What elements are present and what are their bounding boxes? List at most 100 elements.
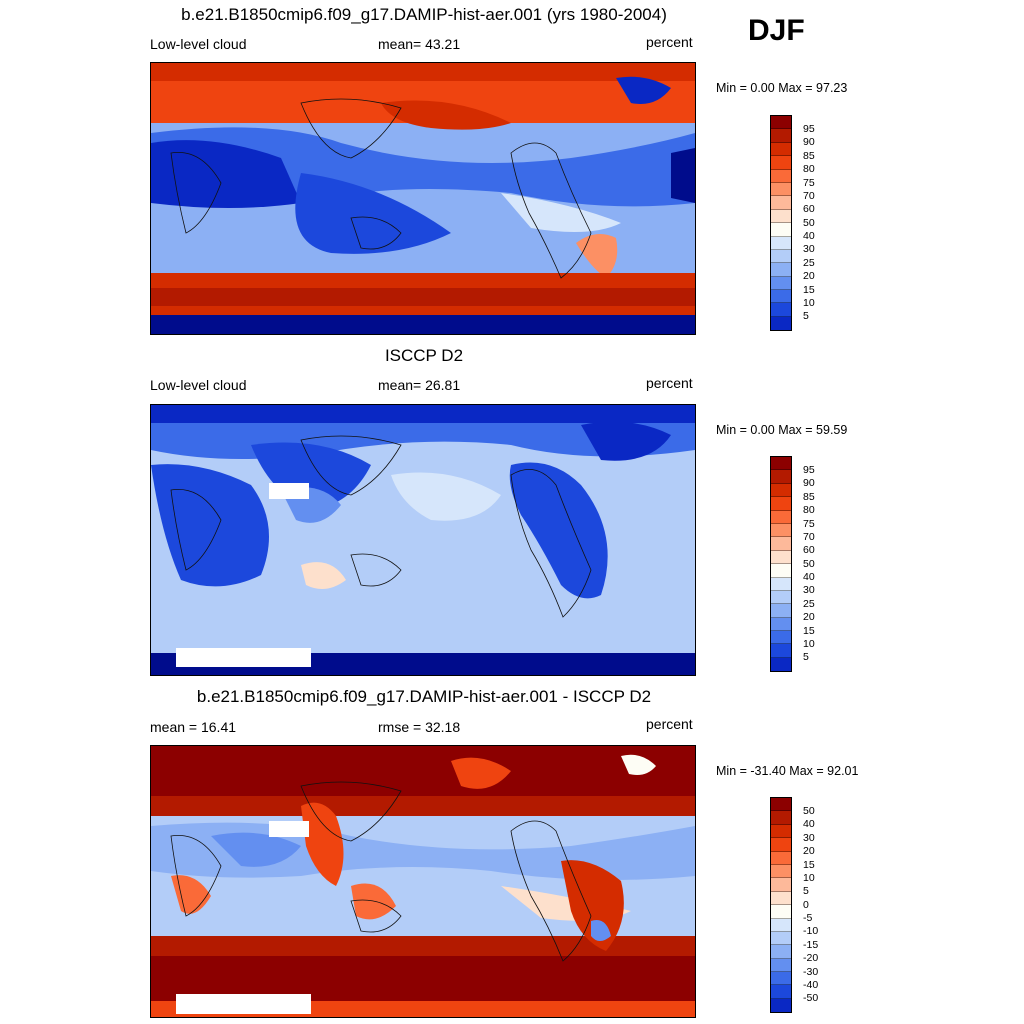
colorbar-swatch (771, 142, 791, 157)
colorbar-label: 5 (803, 885, 809, 897)
colorbar-swatch (771, 931, 791, 946)
colorbar-swatch (771, 798, 791, 812)
colorbar-swatch (771, 811, 791, 825)
min-max-label: Min = -31.40 Max = 92.01 (716, 764, 859, 778)
colorbar-swatch (771, 972, 791, 986)
colorbar-swatch (771, 617, 791, 632)
colorbar-swatch (771, 864, 791, 879)
colorbar-swatch (771, 657, 791, 672)
colorbar-swatch (771, 604, 791, 618)
colorbar-swatch (771, 564, 791, 578)
colorbar-label: -15 (803, 939, 819, 951)
colorbar-label: 20 (803, 270, 815, 282)
colorbar-label: 50 (803, 558, 815, 570)
colorbar-label: 20 (803, 611, 815, 623)
colorbar-label: 75 (803, 177, 815, 189)
min-max-label: Min = 0.00 Max = 59.59 (716, 423, 848, 437)
units-label: percent (646, 34, 693, 50)
colorbar-swatch (771, 985, 791, 999)
colorbar-label: 10 (803, 297, 815, 309)
colorbar-swatch (771, 824, 791, 839)
colorbar-label: -5 (803, 912, 813, 924)
colorbar-label: -10 (803, 925, 819, 937)
colorbar-swatch (771, 182, 791, 197)
variable-label: Low-level cloud (150, 377, 247, 393)
season-label: DJF (748, 14, 805, 47)
colorbar (770, 115, 792, 332)
colorbar-swatch (771, 470, 791, 484)
colorbar-swatch (771, 523, 791, 538)
colorbar-swatch (771, 483, 791, 498)
min-max-label: Min = 0.00 Max = 97.23 (716, 81, 848, 95)
colorbar-label: 15 (803, 284, 815, 296)
colorbar-label: 50 (803, 805, 815, 817)
colorbar-swatch (771, 457, 791, 471)
colorbar-label: 90 (803, 136, 815, 148)
colorbar-label: 25 (803, 598, 815, 610)
colorbar-swatch (771, 169, 791, 183)
colorbar-swatch (771, 958, 791, 973)
colorbar-swatch (771, 851, 791, 865)
colorbar-swatch (771, 223, 791, 237)
panel-title: b.e21.B1850cmip6.f09_g17.DAMIP-hist-aer.… (181, 5, 667, 24)
colorbar-label: 15 (803, 859, 815, 871)
variable-label: Low-level cloud (150, 36, 247, 52)
colorbar-label: 10 (803, 872, 815, 884)
colorbar-label: 40 (803, 230, 815, 242)
colorbar-label: 85 (803, 491, 815, 503)
mean-label: mean= 43.21 (378, 36, 461, 52)
colorbar-label: 60 (803, 544, 815, 556)
colorbar-swatch (771, 263, 791, 277)
map-field-diff (151, 746, 695, 1017)
colorbar-swatch (771, 537, 791, 551)
colorbar-label: 30 (803, 832, 815, 844)
colorbar-label: 5 (803, 310, 809, 322)
colorbar-label: 25 (803, 257, 815, 269)
colorbar-swatch (771, 116, 791, 130)
panel-title: ISCCP D2 (384, 346, 464, 365)
colorbar-swatch (771, 945, 791, 959)
colorbar (770, 797, 792, 1014)
colorbar-label: 90 (803, 477, 815, 489)
colorbar-swatch (771, 891, 791, 906)
colorbar-label: 0 (803, 899, 809, 911)
colorbar-swatch (771, 998, 791, 1013)
colorbar-label: 10 (803, 638, 815, 650)
colorbar (770, 456, 792, 673)
colorbar-label: 50 (803, 217, 815, 229)
colorbar-swatch (771, 249, 791, 264)
colorbar-swatch (771, 590, 791, 605)
colorbar-label: -50 (803, 992, 819, 1004)
mean-label: mean= 26.81 (378, 377, 461, 393)
colorbar-swatch (771, 631, 791, 645)
panel-title: b.e21.B1850cmip6.f09_g17.DAMIP-hist-aer.… (196, 687, 652, 706)
colorbar-label: 15 (803, 625, 815, 637)
colorbar-swatch (771, 644, 791, 658)
colorbar-label: 30 (803, 584, 815, 596)
colorbar-label: 70 (803, 531, 815, 543)
map-field-obs (151, 405, 695, 675)
colorbar-swatch (771, 290, 791, 304)
colorbar-swatch (771, 209, 791, 224)
colorbar-swatch (771, 276, 791, 291)
colorbar-swatch (771, 129, 791, 143)
colorbar-label: 85 (803, 150, 815, 162)
colorbar-swatch (771, 838, 791, 852)
colorbar-label: 70 (803, 190, 815, 202)
units-label: percent (646, 375, 693, 391)
colorbar-label: 80 (803, 163, 815, 175)
colorbar-swatch (771, 510, 791, 524)
colorbar-label: 60 (803, 203, 815, 215)
contour-map (150, 62, 696, 335)
contour-map (150, 745, 696, 1018)
units-label: percent (646, 716, 693, 732)
colorbar-swatch (771, 905, 791, 919)
colorbar-label: 5 (803, 651, 809, 663)
colorbar-swatch (771, 236, 791, 250)
colorbar-label: 40 (803, 571, 815, 583)
colorbar-label: 95 (803, 123, 815, 135)
colorbar-swatch (771, 497, 791, 511)
colorbar-label: -20 (803, 952, 819, 964)
colorbar-label: 30 (803, 243, 815, 255)
colorbar-swatch (771, 550, 791, 565)
